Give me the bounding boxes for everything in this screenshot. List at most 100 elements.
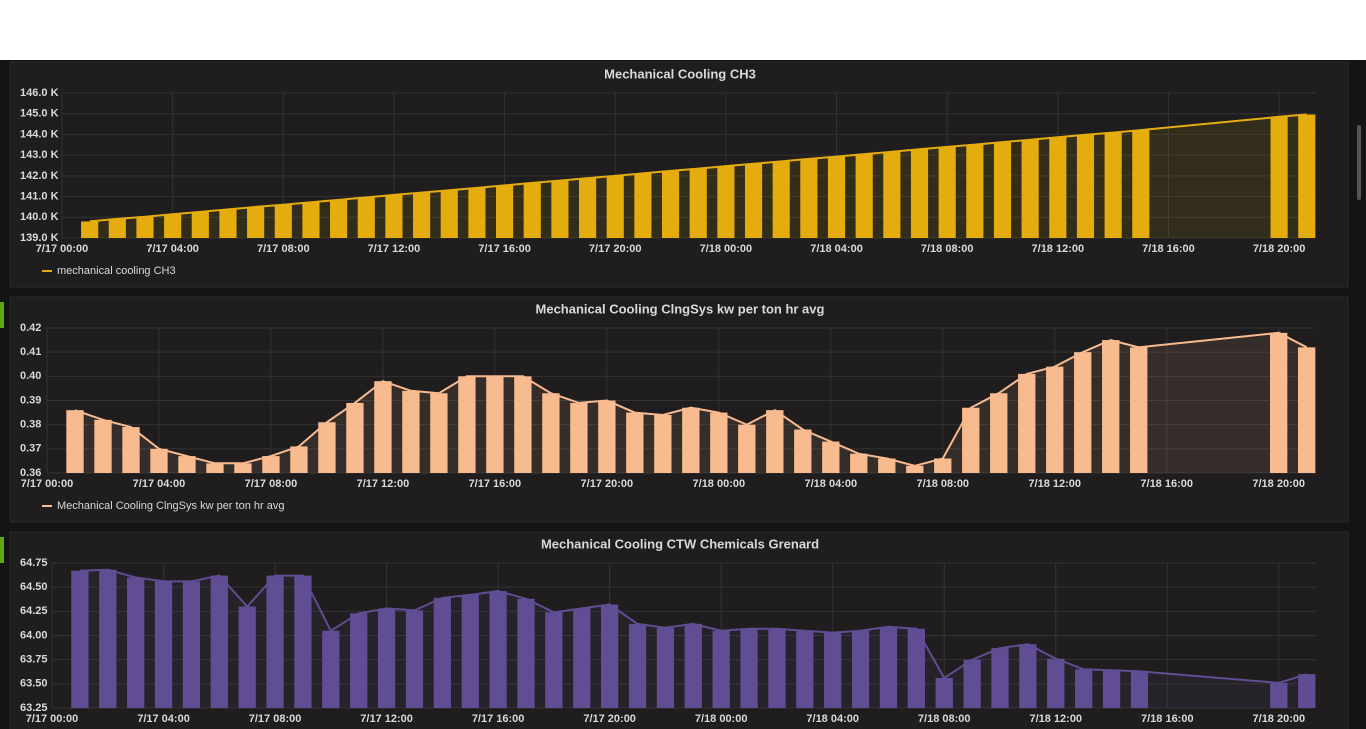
bar	[1269, 332, 1288, 473]
bar	[238, 606, 256, 708]
x-tick-label: 7/18 04:00	[806, 713, 859, 725]
bar	[274, 204, 292, 238]
bar	[1075, 669, 1093, 708]
bar	[542, 393, 560, 473]
bar	[322, 630, 340, 708]
bar	[800, 158, 818, 238]
bar	[99, 569, 117, 708]
bar	[1270, 116, 1288, 238]
bar	[206, 463, 224, 473]
x-tick-label: 7/17 00:00	[36, 243, 89, 255]
bar	[318, 422, 336, 473]
x-tick-label: 7/18 12:00	[1028, 478, 1081, 490]
bar	[377, 608, 396, 708]
y-tick-label: 0.40	[20, 370, 41, 382]
bar	[247, 206, 265, 238]
bar	[330, 199, 348, 238]
bar	[598, 400, 616, 473]
bar	[1104, 132, 1122, 238]
bar	[907, 628, 925, 708]
bar	[94, 419, 112, 473]
x-tick-label: 7/17 00:00	[21, 478, 74, 490]
bar	[963, 659, 981, 708]
bar	[262, 456, 280, 473]
bar	[545, 612, 563, 708]
x-tick-label: 7/18 00:00	[693, 478, 746, 490]
bar	[570, 402, 588, 473]
x-tick-label: 7/18 04:00	[804, 478, 857, 490]
bar	[717, 166, 735, 238]
bar	[879, 626, 898, 708]
bar	[551, 180, 569, 238]
x-tick-label: 7/17 20:00	[581, 478, 634, 490]
bar	[822, 441, 840, 473]
bar	[514, 376, 532, 473]
line	[89, 113, 1307, 223]
bar	[164, 214, 182, 238]
y-tick-label: 63.50	[20, 678, 48, 690]
y-tick-label: 143.0 K	[20, 149, 59, 161]
bar	[122, 427, 140, 473]
bar	[1019, 644, 1037, 708]
bar	[154, 581, 173, 708]
area	[75, 332, 1307, 473]
row-marker	[0, 302, 4, 328]
bar	[413, 192, 431, 238]
x-tick-label: 7/17 12:00	[360, 713, 413, 725]
bar	[878, 458, 896, 473]
bar	[178, 456, 196, 473]
bar	[385, 194, 403, 238]
bar	[794, 429, 812, 473]
bar	[402, 390, 420, 473]
bar	[684, 623, 702, 708]
bar	[108, 218, 126, 238]
bar	[350, 613, 368, 708]
bar	[496, 185, 514, 238]
bar	[966, 144, 984, 238]
bar	[768, 628, 786, 708]
bar	[1130, 671, 1149, 708]
y-tick-label: 0.39	[20, 394, 41, 406]
bar	[302, 202, 320, 238]
y-tick-label: 146.0 K	[20, 87, 59, 99]
legend-label: mechanical cooling CH3	[57, 265, 176, 277]
bar	[489, 591, 507, 708]
bar	[182, 581, 201, 708]
bar	[573, 608, 591, 708]
bar	[738, 424, 756, 473]
bar	[1132, 130, 1150, 238]
bar	[935, 678, 953, 708]
scrollbar[interactable]	[1357, 125, 1361, 200]
x-tick-label: 7/18 04:00	[810, 243, 863, 255]
bar	[405, 610, 424, 708]
x-tick-label: 7/17 04:00	[146, 243, 199, 255]
x-tick-label: 7/17 16:00	[472, 713, 525, 725]
x-tick-label: 7/18 00:00	[700, 243, 753, 255]
bar	[712, 630, 730, 708]
bar	[626, 412, 644, 473]
x-tick-label: 7/17 20:00	[589, 243, 642, 255]
panel-title: Mechanical Cooling CTW Chemicals Grenard	[541, 536, 819, 551]
line	[79, 568, 1307, 684]
x-tick-label: 7/17 00:00	[26, 713, 79, 725]
x-tick-label: 7/18 00:00	[695, 713, 748, 725]
x-tick-label: 7/18 08:00	[918, 713, 971, 725]
bar	[346, 402, 364, 473]
y-tick-label: 63.25	[20, 702, 48, 714]
bar	[458, 376, 476, 473]
bar	[191, 211, 209, 238]
bar	[517, 598, 535, 708]
bar	[127, 577, 145, 708]
x-tick-label: 7/17 08:00	[257, 243, 310, 255]
x-tick-label: 7/18 08:00	[921, 243, 974, 255]
bar	[1102, 340, 1120, 473]
x-tick-label: 7/17 08:00	[249, 713, 302, 725]
y-tick-label: 142.0 K	[20, 170, 59, 182]
panel-title: Mechanical Cooling ClngSys kw per ton hr…	[536, 301, 825, 316]
bar	[906, 465, 924, 473]
bar	[461, 594, 479, 708]
bar	[910, 149, 929, 238]
bar	[81, 221, 99, 238]
bar	[851, 630, 870, 708]
